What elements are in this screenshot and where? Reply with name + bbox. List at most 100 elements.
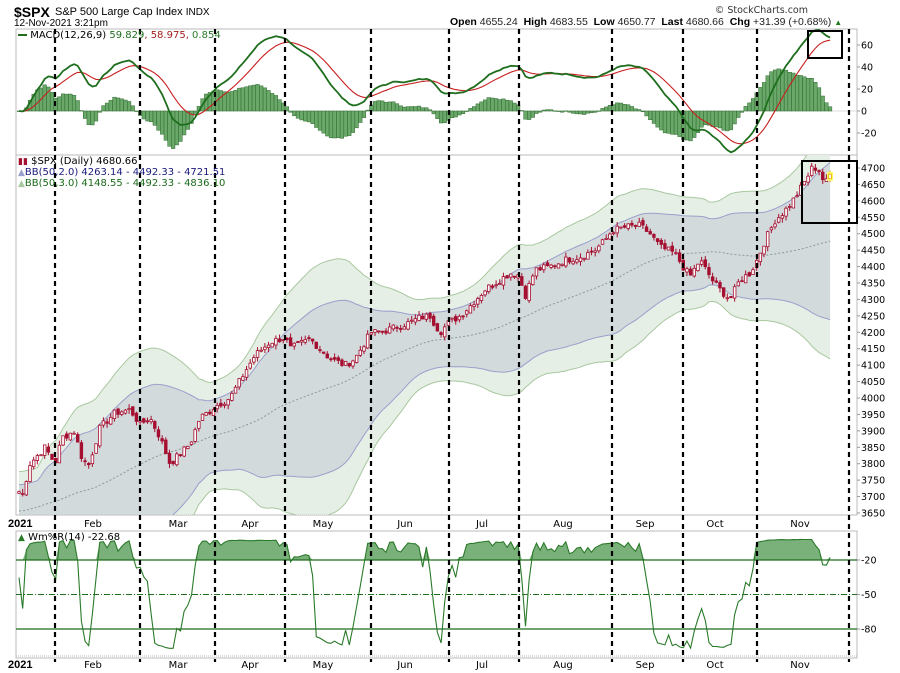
macd-histogram-bar bbox=[149, 110, 154, 123]
candle-body bbox=[699, 260, 704, 265]
macd-histogram-bar bbox=[743, 106, 748, 112]
candle-body bbox=[666, 246, 671, 251]
month-label: Feb bbox=[84, 660, 102, 671]
candle-body bbox=[509, 273, 513, 278]
macd-histogram-bar bbox=[427, 109, 433, 112]
macd-histogram-bar bbox=[218, 90, 223, 112]
candle-body bbox=[101, 420, 106, 426]
price-y-tick-label: 4000 bbox=[861, 394, 885, 405]
candle-body bbox=[531, 275, 535, 285]
candle-body bbox=[336, 357, 340, 361]
candle-body bbox=[454, 316, 458, 322]
macd-histogram-bar bbox=[365, 109, 370, 112]
macd-histogram-bar bbox=[666, 110, 671, 134]
willr-legend: ▲ Wm%R(14) -22.68 bbox=[18, 532, 120, 543]
macd-histogram-bar bbox=[604, 106, 609, 112]
candle-body bbox=[35, 455, 40, 461]
price-highlight-box bbox=[801, 160, 858, 224]
symbol-name: S&P 500 Large Cap Index INDX bbox=[55, 6, 210, 18]
price-y-tick-label: 4300 bbox=[861, 295, 885, 306]
candle-body bbox=[362, 346, 366, 352]
candle-body bbox=[175, 453, 179, 466]
macd-histogram-bar bbox=[97, 110, 102, 113]
candle-body bbox=[476, 298, 480, 305]
macd-histogram-bar bbox=[299, 110, 304, 121]
price-legend: ▮▮ $SPX (Daily) 4680.66 ▲BB(50,2.0) 4263… bbox=[18, 156, 225, 189]
macd-y-tick-label: 0 bbox=[861, 107, 867, 118]
candle-body bbox=[674, 252, 678, 254]
candle-body bbox=[501, 276, 506, 286]
macd-histogram-bar bbox=[501, 98, 506, 112]
macd-histogram-bar bbox=[350, 110, 356, 133]
up-triangle-icon: ▲ bbox=[834, 18, 843, 27]
last-value: 4680.66 bbox=[685, 16, 724, 28]
macd-histogram-bar bbox=[424, 107, 429, 112]
candle-body bbox=[186, 445, 190, 449]
candle-body bbox=[615, 225, 619, 234]
macd-histogram-bar bbox=[655, 110, 660, 128]
candle-body bbox=[314, 341, 318, 349]
candle-body bbox=[402, 326, 407, 330]
candle-body bbox=[233, 386, 238, 394]
candle-body bbox=[505, 275, 509, 279]
candle-body bbox=[208, 411, 212, 415]
low-value: 4650.77 bbox=[617, 16, 656, 28]
price-y-tick-label: 3700 bbox=[861, 492, 885, 503]
candle-body bbox=[98, 424, 102, 447]
candle-body bbox=[354, 354, 359, 363]
price-y-tick-label: 3750 bbox=[861, 476, 885, 487]
candle-body bbox=[483, 290, 487, 296]
candle-body bbox=[439, 332, 443, 335]
candle-body bbox=[520, 276, 524, 286]
candle-body bbox=[384, 330, 388, 334]
candle-body bbox=[329, 358, 333, 361]
candle-body bbox=[244, 369, 249, 378]
candle-body bbox=[409, 319, 414, 322]
macd-histogram-bar bbox=[189, 110, 194, 124]
month-label: Aug bbox=[553, 519, 573, 530]
candle-body bbox=[94, 443, 98, 454]
macd-histogram-bar bbox=[508, 100, 513, 112]
candle-body bbox=[443, 326, 447, 338]
macd-legend-label: MACD(12,26,9) bbox=[30, 30, 107, 41]
price-y-tick-label: 3950 bbox=[861, 410, 885, 421]
macd-histogram-bar bbox=[325, 110, 330, 137]
candle-body bbox=[523, 285, 528, 299]
macd-histogram-bar bbox=[409, 106, 414, 112]
candle-body bbox=[765, 231, 770, 248]
bb-middle-line bbox=[18, 240, 831, 512]
month-label: Jun bbox=[396, 660, 413, 671]
candle-body bbox=[633, 225, 638, 227]
macd-histogram-bar bbox=[174, 110, 179, 146]
month-label: Jul bbox=[475, 519, 488, 530]
candle-body bbox=[387, 326, 392, 334]
high-label: High bbox=[523, 16, 547, 28]
timestamp: 12-Nov-2021 3:21pm bbox=[14, 18, 108, 29]
candle-body bbox=[68, 432, 73, 441]
candle-body bbox=[156, 429, 161, 438]
candle-body bbox=[365, 333, 370, 349]
candle-body bbox=[549, 264, 553, 268]
macd-histogram-bar bbox=[626, 104, 631, 112]
candle-body bbox=[498, 283, 502, 285]
macd-histogram-bar bbox=[574, 110, 579, 115]
price-legend-label: $SPX (Daily) 4680.66 bbox=[31, 156, 138, 167]
candle-body bbox=[428, 312, 432, 319]
candle-body bbox=[200, 413, 205, 421]
candle-body bbox=[688, 268, 693, 276]
macd-histogram-bar bbox=[262, 87, 267, 112]
macd-histogram-bar bbox=[60, 93, 66, 112]
price-panel bbox=[17, 155, 834, 515]
price-y-tick-label: 4200 bbox=[861, 328, 885, 339]
candle-body bbox=[134, 412, 139, 422]
candle-body bbox=[575, 259, 579, 263]
month-label: Apr bbox=[241, 519, 259, 530]
candle-body bbox=[677, 252, 682, 262]
macd-histogram-bar bbox=[376, 100, 381, 112]
macd-histogram-bar bbox=[310, 110, 315, 124]
macd-histogram-bar bbox=[321, 110, 326, 134]
month-label: May bbox=[313, 519, 334, 530]
macd-histogram-bar bbox=[314, 110, 319, 128]
candle-body bbox=[802, 181, 807, 186]
macd-histogram-bar bbox=[259, 85, 264, 112]
